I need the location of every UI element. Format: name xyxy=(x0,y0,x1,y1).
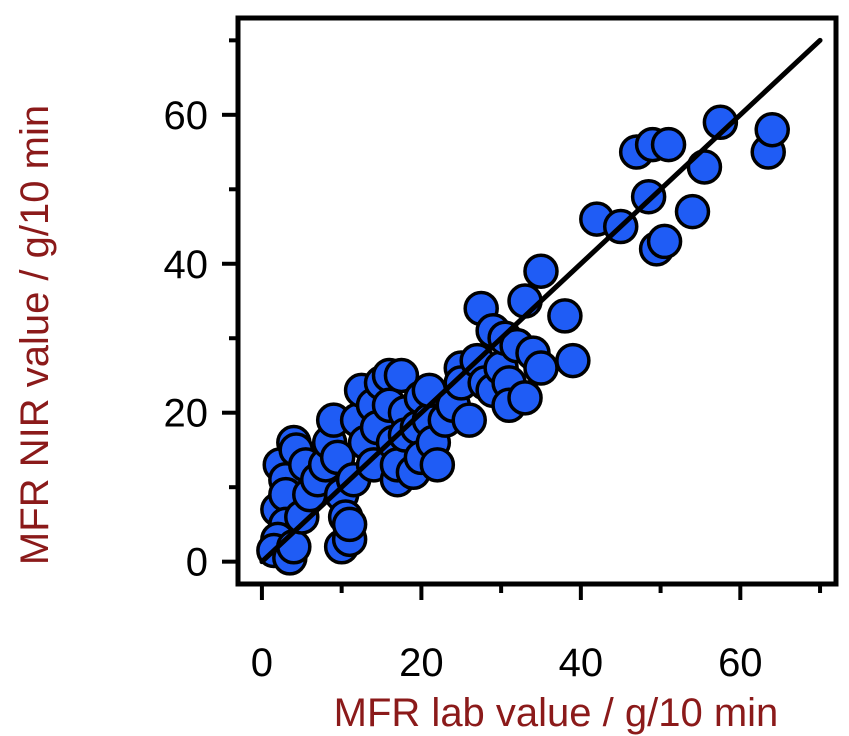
data-points xyxy=(256,104,790,576)
data-point-47 xyxy=(419,447,456,483)
x-tick-label-60: 60 xyxy=(718,641,763,685)
data-point-82 xyxy=(754,111,790,148)
x-tick-label-40: 40 xyxy=(559,641,604,685)
data-point-77 xyxy=(650,126,687,163)
y-axis-title: MFR NIR value / g/10 min xyxy=(13,105,57,565)
data-point-66 xyxy=(523,350,559,386)
plot-frame xyxy=(235,15,839,587)
data-point-52 xyxy=(451,402,487,438)
y-tick-label-0: 0 xyxy=(186,541,208,585)
x-tick-label-0: 0 xyxy=(251,641,273,685)
tick-labels: 0 20 40 60 0 20 40 60 xyxy=(164,94,763,685)
data-point-64 xyxy=(507,380,543,416)
data-point-80 xyxy=(702,104,739,141)
data-point-78 xyxy=(674,193,711,230)
data-point-69 xyxy=(555,342,591,379)
axis-ticks xyxy=(222,38,823,600)
y-tick-label-60: 60 xyxy=(164,94,209,138)
data-point-67 xyxy=(523,253,559,289)
data-point-10 xyxy=(276,529,312,565)
x-tick-label-20: 20 xyxy=(399,641,444,685)
data-point-68 xyxy=(547,298,583,334)
data-point-76 xyxy=(646,223,683,260)
data-point-37 xyxy=(383,357,420,394)
y-tick-label-20: 20 xyxy=(164,392,209,436)
y-tick-label-40: 40 xyxy=(164,243,209,287)
x-axis-title: MFR lab value / g/10 min xyxy=(334,691,779,735)
data-point-23 xyxy=(331,506,368,543)
fit-line xyxy=(259,37,823,565)
data-point-63 xyxy=(507,283,543,319)
